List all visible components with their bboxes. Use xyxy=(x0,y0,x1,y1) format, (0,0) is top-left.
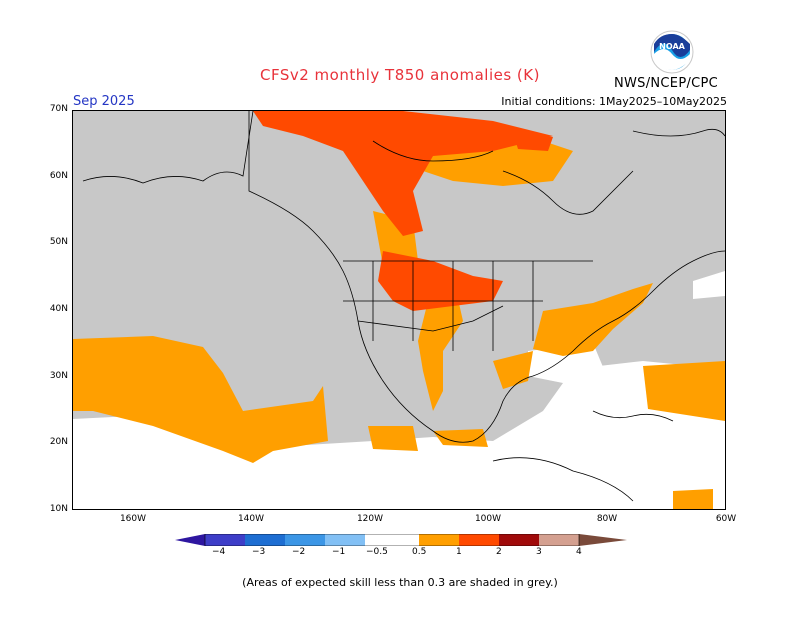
anomaly-gulf-coast xyxy=(493,351,533,389)
colorbar-tick: 1 xyxy=(456,547,462,557)
anomaly-map xyxy=(72,110,726,510)
colorbar-swatch xyxy=(365,534,419,546)
anomaly-atlantic-subtropical xyxy=(643,361,725,421)
lat-label: 50N xyxy=(49,237,68,247)
lon-label: 80W xyxy=(596,514,618,524)
neutral-region-atlantic xyxy=(693,271,725,299)
neutral-region-gulf xyxy=(528,343,603,383)
anomaly-mexico-pacific xyxy=(368,426,418,451)
anomaly-southwest-us xyxy=(418,299,463,411)
svg-text:NOAA: NOAA xyxy=(659,42,685,51)
neutral-region-south xyxy=(73,361,725,509)
colorbar-tick: 0.5 xyxy=(412,547,427,557)
lon-label: 120W xyxy=(356,514,384,524)
colorbar-tick: −1 xyxy=(332,547,346,557)
anomaly-hudson-strong xyxy=(513,133,553,151)
agency-label: NWS/NCEP/CPC xyxy=(614,76,719,91)
initial-conditions: Initial conditions: 1May2025–10May2025 xyxy=(501,95,727,108)
noaa-logo-icon: NOAA xyxy=(650,30,694,74)
lon-label: 160W xyxy=(119,514,147,524)
colorbar-swatch xyxy=(459,534,499,546)
colorbar-swatch xyxy=(205,534,245,546)
anomaly-canada-north-strong xyxy=(253,111,553,236)
colorbar-swatch xyxy=(419,534,459,546)
lat-label: 20N xyxy=(49,437,68,447)
colorbar-tick: 3 xyxy=(536,547,542,557)
colorbar-swatch xyxy=(539,534,579,546)
colorbar-swatch xyxy=(285,534,325,546)
colorbar-tick: −0.5 xyxy=(366,547,388,557)
skill-note: (Areas of expected skill less than 0.3 a… xyxy=(242,576,558,589)
lon-label: 140W xyxy=(237,514,265,524)
lon-label: 100W xyxy=(474,514,502,524)
lat-label: 10N xyxy=(49,504,68,514)
anomaly-northern-plains-strong xyxy=(378,251,503,311)
colorbar-tick: −3 xyxy=(252,547,266,557)
lon-label: 60W xyxy=(715,514,737,524)
anomaly-gulf-mexico-south xyxy=(433,429,488,447)
colorbar-swatch xyxy=(325,534,365,546)
colorbar-swatch xyxy=(175,534,205,546)
colorbar-tick: −4 xyxy=(212,547,226,557)
coastlines xyxy=(82,111,725,502)
map-canvas xyxy=(73,111,725,509)
anomaly-east-us xyxy=(533,283,653,356)
lat-label: 60N xyxy=(49,171,68,181)
map-title: CFSv2 monthly T850 anomalies (K) xyxy=(260,66,540,84)
colorbar-tick: 2 xyxy=(496,547,502,557)
colorbar-tick: −2 xyxy=(292,547,306,557)
anomaly-south-america xyxy=(673,489,713,509)
colorbar-swatch xyxy=(245,534,285,546)
lat-label: 70N xyxy=(49,104,68,114)
colorbar xyxy=(175,534,627,546)
anomaly-pacific-warm xyxy=(73,336,328,463)
colorbar-tick: 4 xyxy=(576,547,582,557)
lat-label: 30N xyxy=(49,371,68,381)
lat-label: 40N xyxy=(49,304,68,314)
colorbar-swatch xyxy=(579,534,627,546)
colorbar-swatch xyxy=(499,534,539,546)
forecast-month: Sep 2025 xyxy=(73,94,135,109)
